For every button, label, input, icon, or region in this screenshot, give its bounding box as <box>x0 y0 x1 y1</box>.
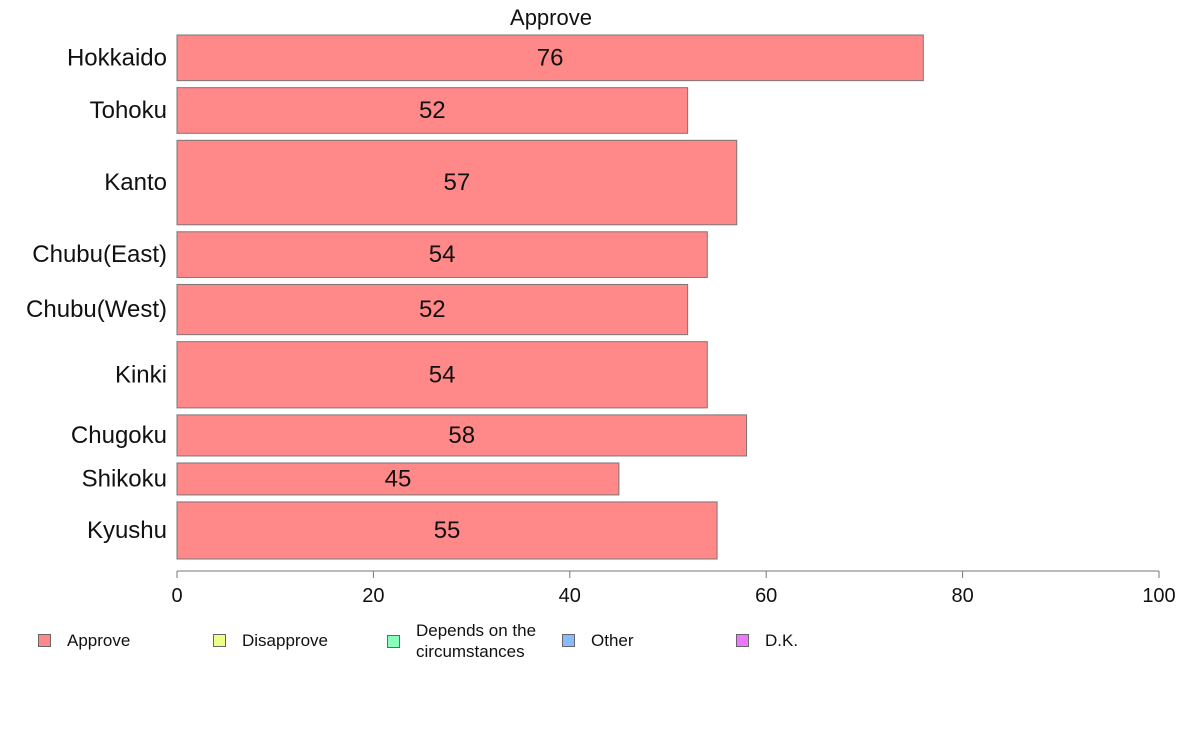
legend-item-depends: Depends on the circumstances <box>387 620 566 662</box>
category-label: Shikoku <box>82 465 167 492</box>
x-tick-label: 60 <box>755 585 777 607</box>
legend-swatch-other <box>562 634 575 647</box>
data-label: 52 <box>419 97 446 124</box>
legend: Approve Disapprove Depends on the circum… <box>0 620 1188 680</box>
legend-item-other: Other <box>562 630 634 651</box>
bar-chubu-west- <box>176 283 689 336</box>
data-label: 54 <box>429 241 456 268</box>
bars-group: Hokkaido 76 Tohoku 52 Kanto 57 Chubu(East) 54 Ch… <box>26 34 924 560</box>
category-label: Kyushu <box>87 517 167 544</box>
bar-chubu-east- <box>176 231 708 278</box>
bar-kinki <box>176 341 708 409</box>
bar-tohoku <box>176 87 689 134</box>
data-label: 45 <box>385 465 412 492</box>
category-label: Kinki <box>115 361 167 388</box>
legend-label: Disapprove <box>242 631 328 650</box>
x-axis: 0 20 40 60 80 100 <box>171 570 1176 607</box>
legend-swatch-dk <box>736 634 749 647</box>
category-label: Chubu(West) <box>26 296 167 323</box>
x-tick-label: 100 <box>1142 585 1175 607</box>
bar-hokkaido <box>176 34 924 82</box>
bar-shikoku <box>176 462 620 496</box>
legend-item-approve: Approve <box>38 630 130 651</box>
legend-label: D.K. <box>765 631 799 650</box>
category-label: Chubu(East) <box>32 241 167 268</box>
legend-label: Other <box>591 631 634 650</box>
data-label: 76 <box>537 44 564 71</box>
data-label: 57 <box>444 169 471 196</box>
data-label: 52 <box>419 296 446 323</box>
data-label: 58 <box>448 422 475 449</box>
category-label: Hokkaido <box>67 44 167 71</box>
legend-item-dk: D.K. <box>736 630 798 651</box>
bar-kyushu <box>176 501 718 560</box>
bar-chart: Approve Hokkaido 76 Tohoku 52 Kanto 57 Chubu(E… <box>26 5 1176 607</box>
data-label: 54 <box>429 361 456 388</box>
x-tick-label: 0 <box>171 585 182 607</box>
legend-swatch-depends <box>387 634 400 648</box>
category-label: Chugoku <box>71 422 167 449</box>
chart-title: Approve <box>510 5 592 30</box>
legend-item-disapprove: Disapprove <box>213 630 328 651</box>
legend-label: Approve <box>67 631 131 650</box>
legend-swatch-disapprove <box>213 634 226 647</box>
bar-kanto <box>176 139 738 226</box>
x-tick-label: 80 <box>951 585 973 607</box>
bar-chugoku <box>176 414 748 457</box>
legend-swatch-approve <box>38 634 51 647</box>
category-label: Tohoku <box>90 97 167 124</box>
x-tick-label: 20 <box>362 585 384 607</box>
x-tick-label: 40 <box>559 585 581 607</box>
category-label: Kanto <box>104 169 167 196</box>
data-label: 55 <box>434 517 461 544</box>
legend-label: Depends on the circumstances <box>416 621 537 661</box>
